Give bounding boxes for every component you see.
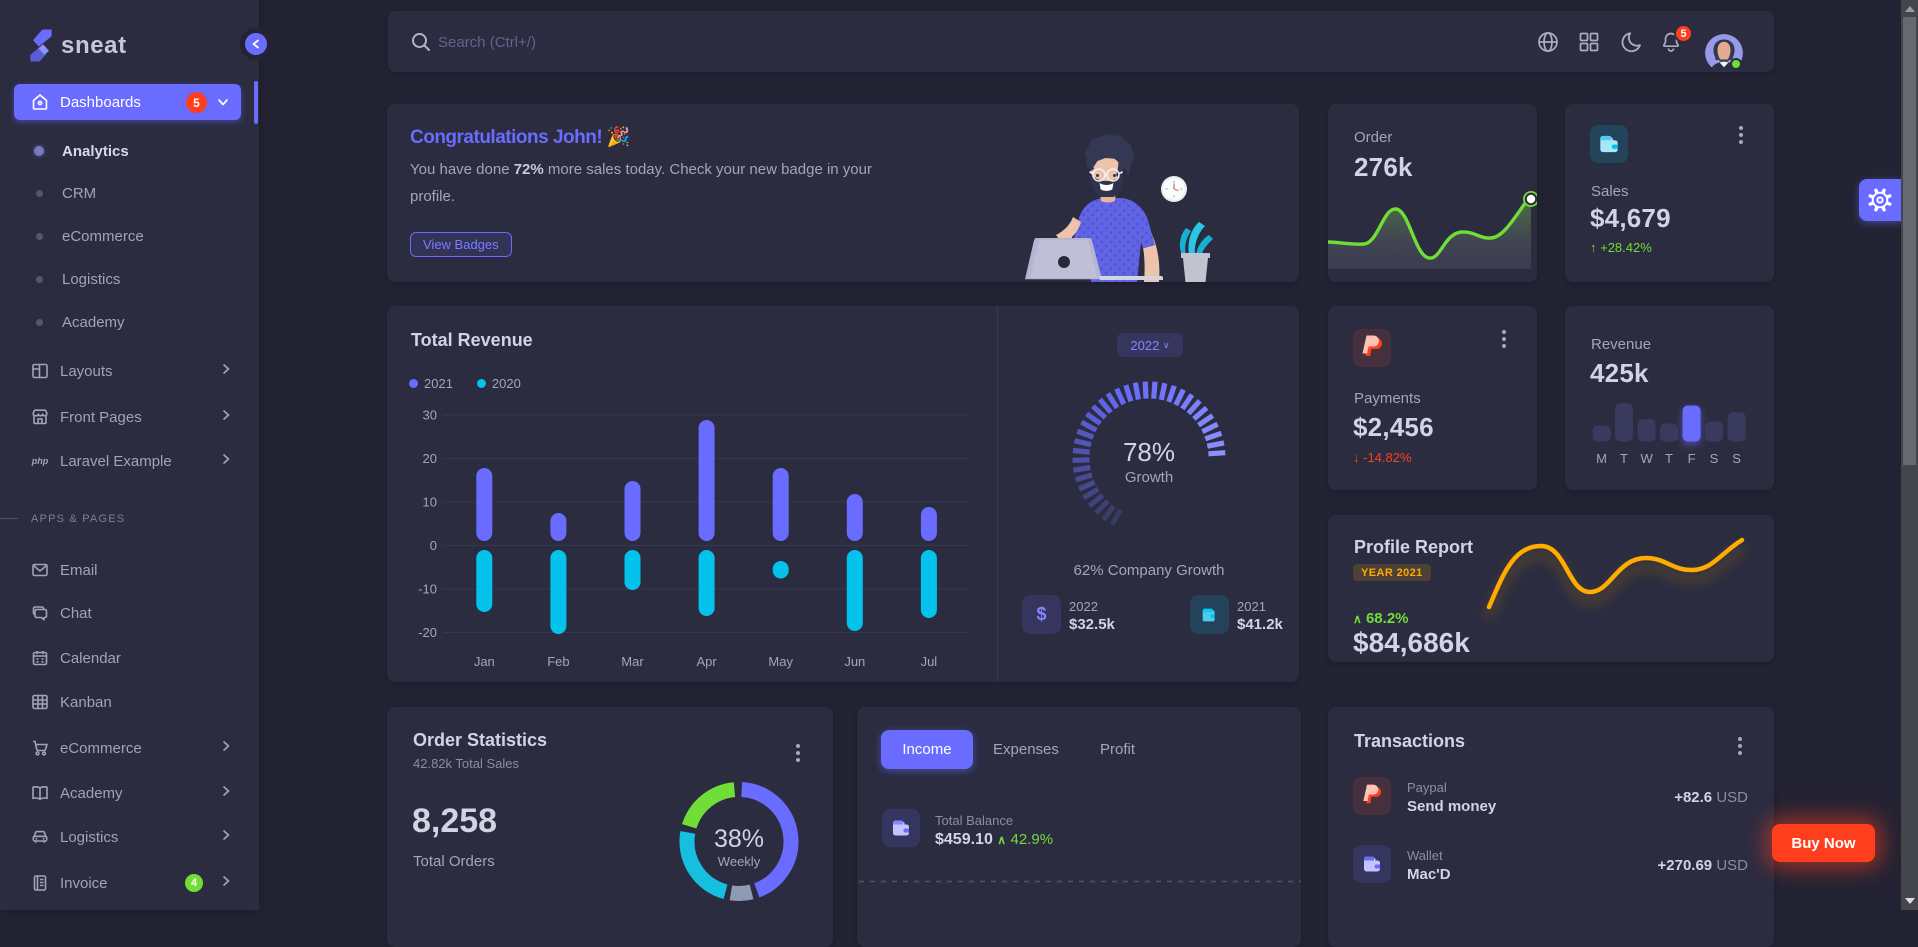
svg-text:-10: -10 bbox=[418, 582, 437, 597]
svg-text:Jun: Jun bbox=[844, 654, 865, 669]
svg-text:W: W bbox=[1640, 451, 1653, 466]
svg-text:Jul: Jul bbox=[921, 654, 938, 669]
svg-text:Feb: Feb bbox=[547, 654, 569, 669]
svg-text:F: F bbox=[1688, 451, 1696, 466]
svg-text:S: S bbox=[1710, 451, 1719, 466]
svg-text:30: 30 bbox=[423, 408, 437, 423]
svg-text:Jan: Jan bbox=[474, 654, 495, 669]
svg-text:10: 10 bbox=[423, 495, 437, 510]
svg-text:M: M bbox=[1596, 451, 1607, 466]
svg-text:0: 0 bbox=[430, 538, 437, 553]
svg-text:T: T bbox=[1665, 451, 1673, 466]
svg-text:20: 20 bbox=[423, 451, 437, 466]
svg-text:Mar: Mar bbox=[621, 654, 644, 669]
svg-text:-20: -20 bbox=[418, 625, 437, 640]
svg-text:May: May bbox=[768, 654, 793, 669]
svg-text:S: S bbox=[1732, 451, 1741, 466]
svg-text:T: T bbox=[1620, 451, 1628, 466]
svg-text:Apr: Apr bbox=[696, 654, 717, 669]
